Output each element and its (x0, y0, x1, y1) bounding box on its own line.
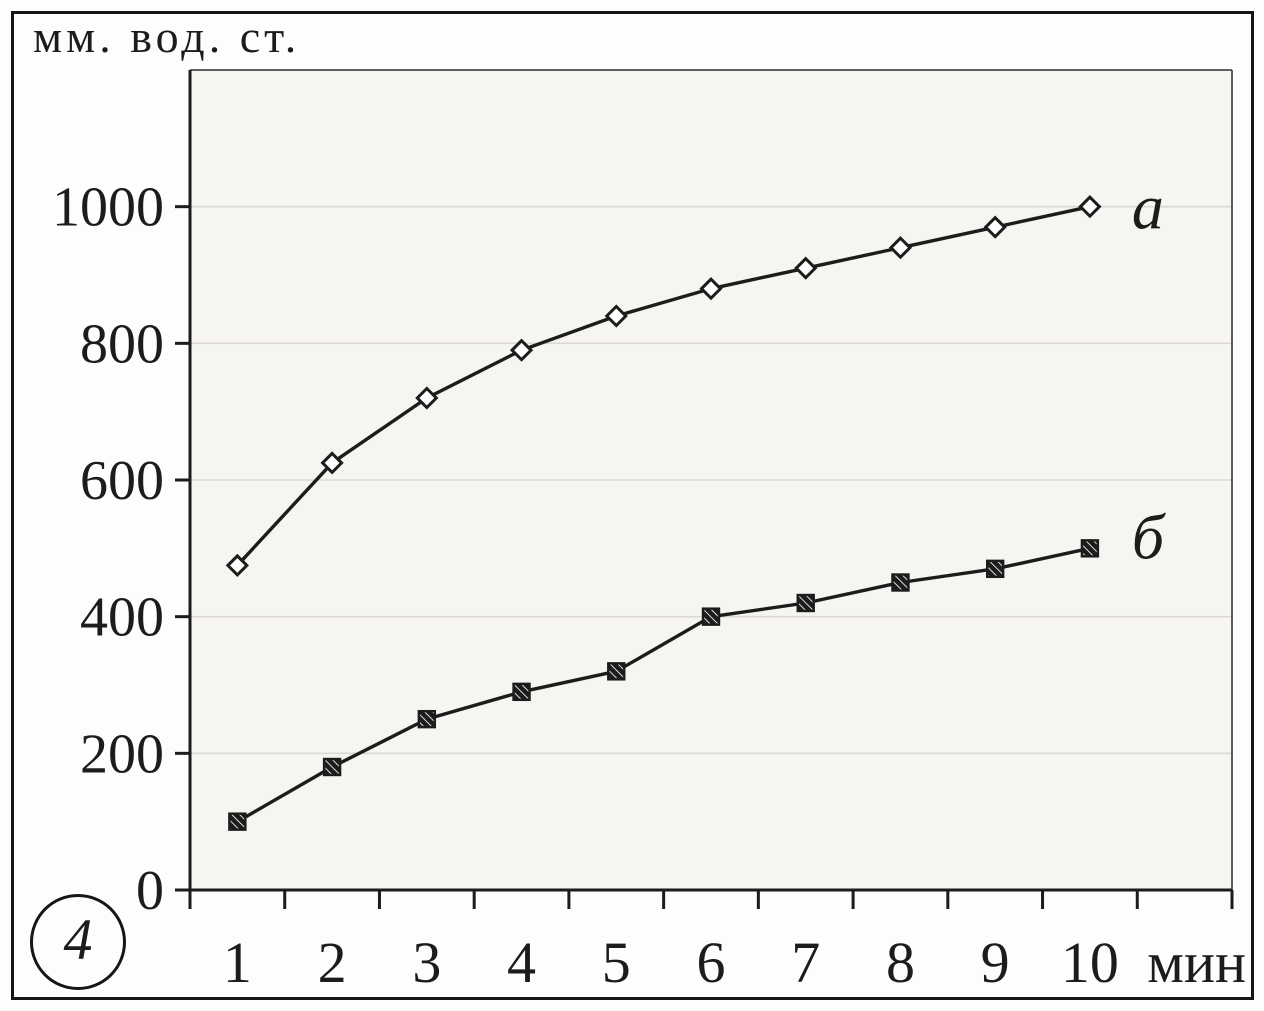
series-1-marker-square (512, 682, 531, 702)
series-0-marker-diamond (794, 256, 818, 280)
series-1-line (236, 546, 1091, 824)
x-tick-label: 3 (412, 930, 441, 995)
series-1-marker-square (1080, 539, 1100, 558)
series-1-label: б (1132, 501, 1166, 572)
y-axis-unit-title: мм. вод. ст. (33, 11, 301, 62)
y-tick-label: 400 (80, 587, 164, 649)
y-tick-label: 0 (136, 860, 164, 922)
page-frame-border (11, 11, 1254, 1000)
y-tick-label: 800 (80, 313, 164, 375)
x-tick-label: 2 (318, 930, 347, 995)
series-0-line (236, 205, 1091, 567)
series-1-marker-square (985, 559, 1005, 579)
series-0-label: а (1132, 172, 1164, 243)
series-0-marker-diamond (415, 386, 439, 410)
series-0-marker-diamond (983, 215, 1007, 239)
series-0-marker-diamond (1078, 195, 1102, 219)
x-tick-label: 6 (697, 930, 726, 995)
x-tick-label: 9 (981, 930, 1010, 995)
series-0-marker-diamond (888, 236, 913, 260)
y-tick-label: 1000 (52, 177, 164, 239)
x-tick-label: 5 (602, 930, 631, 995)
y-tick-label: 200 (80, 723, 164, 785)
y-tick-label: 600 (80, 450, 164, 512)
figure-number: 4 (63, 907, 93, 972)
series-1-marker-square (322, 757, 342, 777)
series-0-marker-diamond (699, 277, 723, 301)
x-axis-unit-label: мин (1147, 930, 1246, 995)
series-0-marker-diamond (604, 304, 628, 328)
x-tick-label: 1 (223, 930, 252, 995)
x-tick-label: 10 (1061, 930, 1119, 995)
figure-number-badge: 4 (30, 894, 126, 990)
x-tick-label: 4 (507, 930, 536, 995)
series-1-marker-square (228, 812, 247, 831)
x-tick-label: 8 (886, 930, 915, 995)
series-0-marker-diamond (320, 451, 344, 475)
series-0-marker-diamond (509, 338, 534, 362)
series-1-marker-square (607, 662, 626, 681)
series-1-marker-square (701, 607, 721, 626)
series-1-marker-square (796, 593, 815, 613)
x-tick-label: 7 (791, 930, 820, 995)
series-1-marker-square (891, 573, 910, 592)
series-1-marker-square (417, 709, 437, 729)
series-0-marker-diamond (225, 553, 249, 578)
